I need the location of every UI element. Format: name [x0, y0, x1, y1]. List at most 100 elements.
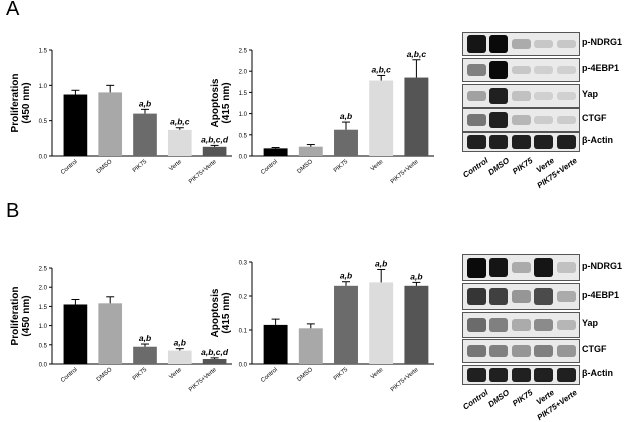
blot-band: [534, 135, 553, 149]
blot-row-label: p-4EBP1: [582, 289, 620, 300]
y-tick-label: 2.0: [239, 70, 248, 76]
y-axis-label: (415 nm): [221, 292, 232, 333]
x-tick-label: DMSO: [296, 159, 314, 175]
blot-band: [534, 318, 553, 332]
blot-row-label: p-NDRG1: [582, 260, 622, 271]
bar-Control: [263, 148, 288, 156]
blot-band: [557, 115, 576, 125]
blot-band: [557, 262, 576, 273]
x-tick-label: PIK75+Verte: [390, 367, 420, 394]
blot-band: [512, 261, 531, 274]
blot-strip-p-NDRG1: [462, 32, 580, 56]
blot-strip-β-Actin: [462, 132, 580, 152]
x-tick-label: Control: [260, 159, 279, 176]
blot-band: [534, 65, 553, 75]
blot-band: [489, 368, 508, 382]
y-tick-label: 0.5: [39, 119, 48, 125]
bar-PIK75+Verte: [202, 359, 227, 364]
blot-band: [557, 345, 576, 357]
y-tick-label: 0.5: [39, 343, 48, 349]
blot-strip-Yap: [462, 84, 580, 108]
blot-band: [489, 111, 508, 129]
blot-band: [512, 115, 531, 125]
bar-Verte: [369, 282, 394, 364]
x-tick-label: PIK75: [333, 159, 350, 175]
significance-label: a,b: [139, 98, 151, 108]
y-axis-label: Apoptosis: [210, 288, 221, 337]
y-tick-label: 0.0: [39, 155, 48, 161]
y-axis-label: Proliferation: [10, 74, 21, 133]
blot-band: [467, 344, 486, 358]
blot-band: [557, 39, 576, 49]
x-tick-label: Control: [260, 367, 279, 384]
blot-band: [512, 290, 531, 303]
blot-band: [467, 368, 486, 382]
blot-row-label: Yap: [582, 89, 599, 99]
blot-strip-p-NDRG1: [462, 254, 580, 281]
blot-band: [534, 91, 553, 101]
blot-band: [467, 287, 486, 306]
significance-label: a,b: [410, 271, 422, 281]
blot-band: [489, 135, 508, 149]
bar-PIK75: [133, 113, 157, 156]
blot-band: [467, 135, 486, 149]
blot-band: [512, 319, 531, 331]
blot-band: [557, 319, 576, 331]
significance-label: a,b: [340, 271, 352, 281]
blot-band: [512, 91, 531, 101]
x-tick-label: DMSO: [296, 367, 314, 383]
y-tick-label: 1.0: [39, 324, 48, 330]
bar-PIK75: [133, 346, 157, 364]
bar-PIK75+Verte: [404, 285, 429, 364]
blot-strip-p-4EBP1: [462, 58, 580, 82]
blot-row-label: CTGF: [582, 113, 607, 123]
blot-band: [534, 115, 553, 125]
bar-DMSO: [298, 328, 323, 364]
blot-band: [557, 91, 576, 101]
blot-band: [557, 65, 576, 75]
y-tick-label: 0.0: [239, 363, 248, 369]
blot-band: [512, 368, 531, 382]
bar-Verte: [167, 350, 192, 364]
bar-Verte: [369, 80, 394, 156]
x-tick-label: PIK75: [132, 159, 149, 175]
blot-band: [489, 287, 508, 306]
blot-band: [534, 257, 553, 278]
y-tick-label: 2.5: [39, 267, 48, 273]
x-tick-label: Verte: [370, 367, 385, 381]
blot-band: [512, 38, 531, 50]
blot-band: [489, 344, 508, 358]
y-axis-label: (450 nm): [21, 82, 32, 123]
significance-label: a,b,c: [170, 117, 190, 127]
blot-row-label: p-4EBP1: [582, 63, 620, 73]
blot-strip-p-4EBP1: [462, 283, 580, 310]
y-tick-label: 0.2: [239, 295, 248, 301]
blot-band: [489, 318, 508, 332]
panel-letter-a: A: [6, 0, 20, 20]
x-tick-label: PIK75: [333, 367, 350, 383]
blot-band: [534, 39, 553, 49]
bar-PIK75+Verte: [404, 77, 429, 156]
x-tick-label: PIK75: [132, 367, 149, 383]
blot-band: [467, 113, 486, 127]
blot-band: [467, 63, 486, 77]
blot-band: [467, 257, 486, 278]
bar-PIK75+Verte: [202, 146, 227, 156]
x-tick-label: Verte: [168, 159, 183, 173]
bar-Control: [63, 94, 88, 156]
y-tick-label: 1.5: [39, 49, 48, 55]
y-tick-label: 0.5: [239, 133, 248, 139]
y-tick-label: 1.0: [239, 112, 248, 118]
blot-strip-β-Actin: [462, 365, 580, 385]
x-tick-label: Verte: [370, 159, 385, 173]
bar-DMSO: [298, 146, 323, 156]
blot-band: [489, 35, 508, 53]
blot-strip-CTGF: [462, 108, 580, 132]
blot-band: [489, 87, 508, 105]
blot-band: [512, 65, 531, 75]
blot-row-label: β-Actin: [582, 135, 613, 145]
significance-label: a,b: [375, 258, 387, 268]
x-tick-label: Control: [60, 159, 79, 176]
y-tick-label: 0.3: [239, 261, 248, 267]
